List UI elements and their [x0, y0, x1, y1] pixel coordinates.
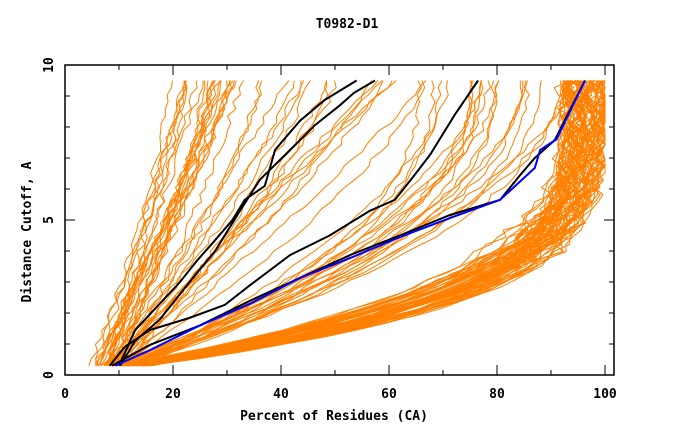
model-curve-8 [114, 80, 216, 366]
model-curve-34 [116, 80, 328, 366]
model-curve-131 [135, 80, 606, 367]
model-curve-48 [138, 80, 436, 367]
model-curve-42 [125, 80, 491, 367]
x-tick-label: 20 [165, 387, 181, 402]
model-curve-56 [111, 80, 523, 367]
model-curve-46 [120, 80, 530, 367]
x-tick-label: 80 [489, 387, 505, 402]
model-curve-24 [119, 80, 393, 366]
model-curve-47 [115, 80, 482, 367]
model-curve-19 [88, 80, 188, 366]
model-curve-33 [100, 80, 232, 367]
model-curve-61 [123, 80, 562, 367]
model-curve-116 [144, 80, 606, 367]
chart-title: T0982-D1 [316, 17, 379, 32]
model-curve-18 [106, 80, 173, 366]
y-tick-label: 10 [42, 57, 57, 73]
model-curve-128 [134, 80, 569, 367]
model-curve-45 [133, 80, 474, 367]
model-curve-62 [132, 80, 484, 367]
x-tick-label: 0 [61, 387, 69, 402]
model-curve-36 [124, 80, 373, 367]
model-curve-32 [105, 80, 263, 366]
model-curve-40 [114, 80, 384, 367]
model-curve-126 [137, 80, 606, 367]
model-curve-29 [107, 80, 305, 367]
x-axis-label: Percent of Residues (CA) [240, 409, 428, 424]
model-curve-41 [104, 80, 290, 367]
model-curve-130 [113, 80, 582, 367]
model-curve-59 [125, 80, 482, 367]
model-curve-10 [104, 80, 188, 367]
ticks-layer: 0 20 40 60 80 100 0 5 10 [42, 57, 617, 402]
model-curve-37 [112, 80, 383, 367]
model-curve-2 [106, 80, 198, 366]
model-curve-122 [140, 80, 583, 367]
y-axis-label: Distance Cutoff, A [20, 161, 35, 302]
model-curve-16 [99, 80, 237, 366]
curves-layer [88, 79, 606, 367]
model-curve-22 [121, 80, 427, 367]
x-tick-label: 60 [381, 387, 397, 402]
model-curve-114 [127, 80, 587, 367]
model-curve-60 [127, 80, 422, 367]
series-highlight-2 [119, 79, 376, 367]
model-curve-1 [96, 80, 209, 366]
model-curve-133 [146, 80, 572, 367]
model-curve-55 [131, 80, 567, 367]
model-curve-14 [107, 80, 215, 366]
model-curve-13 [98, 80, 185, 366]
model-curve-52 [131, 80, 500, 367]
model-curve-26 [129, 80, 245, 366]
x-tick-label: 40 [273, 387, 289, 402]
y-tick-label: 0 [42, 371, 57, 379]
model-curve-39 [111, 80, 379, 367]
model-curve-27 [108, 80, 302, 366]
model-curve-20 [103, 80, 204, 367]
series-highlight-3 [109, 79, 479, 367]
series-reference [114, 80, 586, 367]
model-curve-107 [122, 80, 590, 367]
x-tick-label: 100 [593, 387, 617, 402]
y-tick-label: 5 [42, 216, 57, 224]
model-curve-108 [151, 80, 582, 367]
model-curve-54 [136, 80, 496, 367]
model-curve-132 [147, 80, 599, 367]
series-highlight-1 [118, 79, 358, 367]
model-curve-63 [121, 80, 473, 367]
